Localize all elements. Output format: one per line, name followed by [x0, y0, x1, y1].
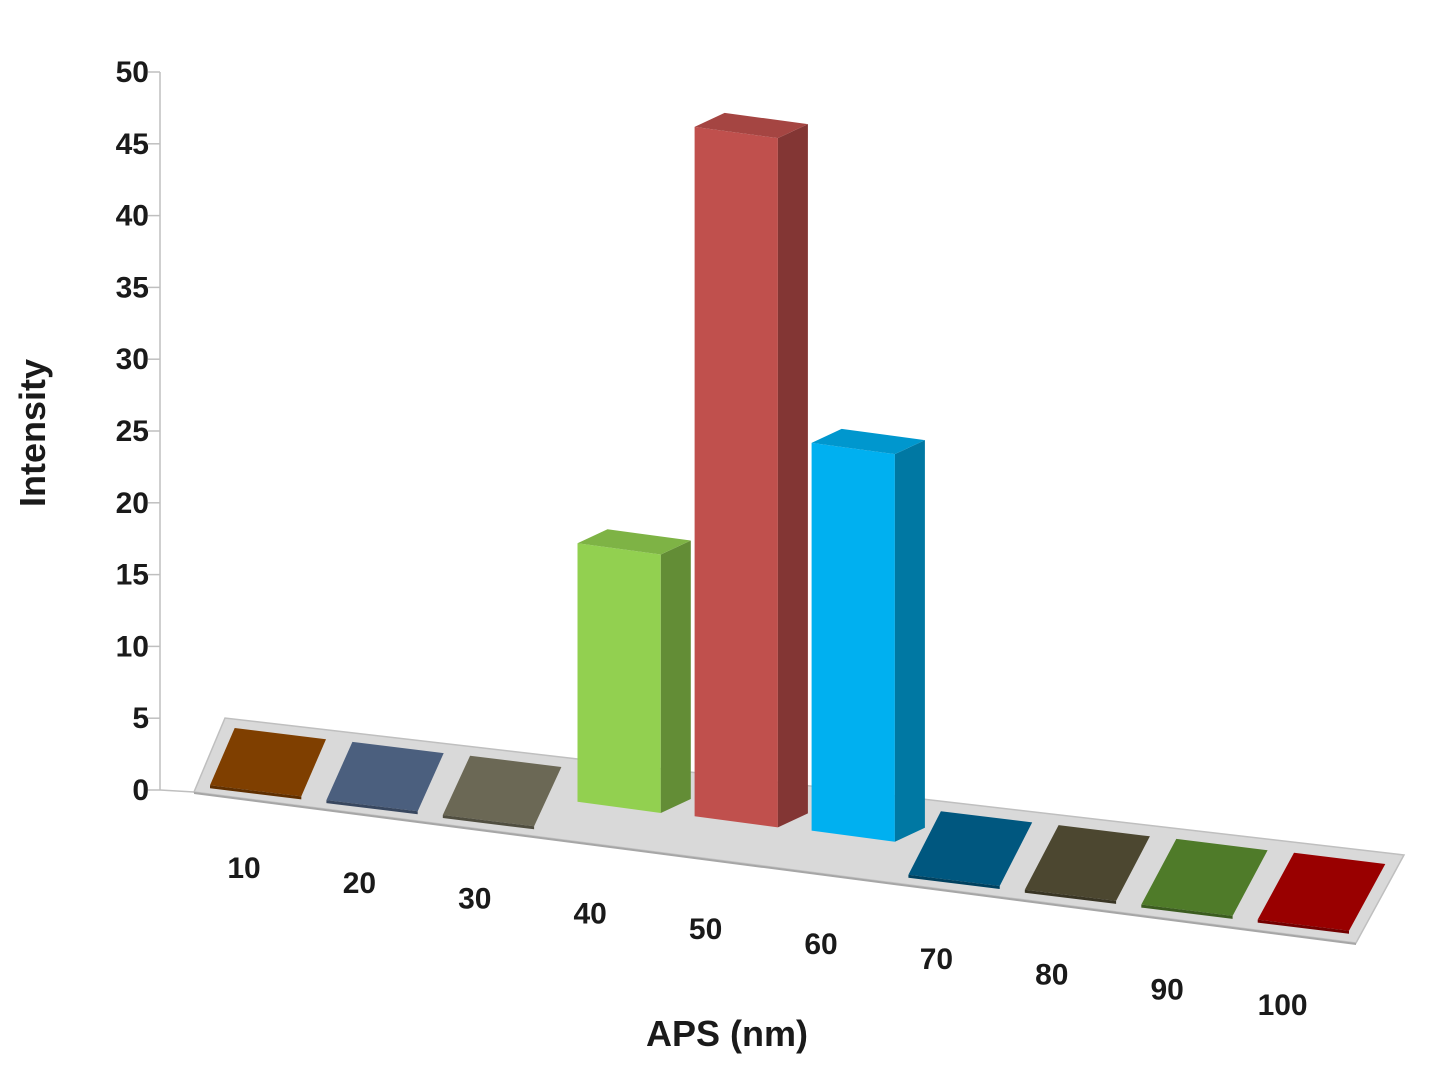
bar-front	[694, 126, 778, 828]
bar-side	[777, 124, 808, 828]
bar-edge	[908, 874, 1000, 889]
x-axis-title: APS (nm)	[646, 1013, 808, 1054]
bar-30	[442, 755, 562, 830]
bar-top	[326, 741, 444, 812]
bar-10	[210, 728, 326, 800]
bar-top	[577, 529, 691, 555]
y-axis: 0 5 10 15 20 25 30 35 40 45 50	[116, 56, 160, 807]
bar-90	[1141, 838, 1268, 919]
bar-top	[1024, 825, 1150, 901]
bar-70	[908, 811, 1033, 889]
y-tick-label: 35	[116, 271, 149, 304]
y-tick-label: 30	[116, 343, 149, 376]
bar-40	[577, 529, 691, 813]
bar-edge	[1024, 889, 1117, 904]
y-tick-label: 20	[116, 487, 149, 520]
x-tick-label: 10	[227, 852, 260, 885]
x-tick-label: 20	[343, 867, 376, 900]
y-tick-label: 45	[116, 128, 149, 161]
x-tick-label: 60	[804, 928, 837, 961]
x-tick-label: 40	[574, 898, 607, 931]
y-tick-label: 50	[116, 56, 149, 89]
y-tick-label: 25	[116, 415, 149, 448]
bar-50	[694, 112, 808, 828]
bar-edge	[442, 815, 535, 830]
bar-100	[1257, 852, 1386, 934]
bar-top	[210, 728, 326, 797]
floor-edge	[194, 792, 1356, 945]
x-tick-label: 90	[1151, 974, 1184, 1007]
x-tick-label: 100	[1258, 989, 1308, 1022]
y-tick-label: 15	[116, 559, 149, 592]
bar-top	[1141, 838, 1268, 916]
bar-top	[694, 112, 808, 139]
y-tick-label: 0	[132, 774, 149, 807]
y-tick-label: 5	[132, 702, 149, 735]
bar-20	[326, 741, 444, 815]
bar-edge	[210, 785, 302, 800]
bars	[210, 112, 1386, 934]
x-tick-label: 80	[1035, 958, 1068, 991]
bar-front	[577, 543, 661, 813]
floor-left-edge	[159, 789, 195, 793]
bar-edge	[326, 800, 418, 815]
bar-top	[442, 755, 562, 827]
y-tick-label: 40	[116, 200, 149, 233]
bar-top	[811, 428, 925, 455]
bar-edge	[1141, 904, 1233, 919]
bar-80	[1024, 825, 1150, 904]
bar-side	[894, 440, 925, 842]
bar-60	[811, 428, 925, 842]
bar-top	[1257, 852, 1386, 931]
bar-front	[811, 442, 895, 842]
x-tick-label: 50	[689, 913, 722, 946]
x-tick-label: 30	[458, 882, 491, 915]
bar-side	[660, 540, 691, 813]
y-tick-label: 10	[116, 630, 149, 663]
bar-top	[908, 811, 1033, 886]
bar-edge	[1257, 919, 1349, 934]
x-tick-label: 70	[920, 943, 953, 976]
y-axis-title: Intensity	[12, 359, 53, 507]
x-axis: 10 20 30 40 50 60 70 80 90 100	[227, 852, 1307, 1022]
